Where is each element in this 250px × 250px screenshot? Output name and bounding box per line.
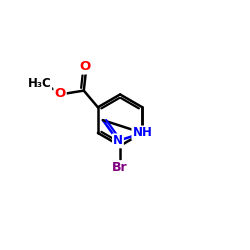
Text: N: N: [113, 134, 123, 147]
Text: NH: NH: [132, 126, 152, 140]
Text: Br: Br: [112, 161, 128, 174]
Text: O: O: [79, 60, 90, 74]
Text: H₃C: H₃C: [28, 77, 51, 90]
Text: O: O: [54, 87, 66, 100]
